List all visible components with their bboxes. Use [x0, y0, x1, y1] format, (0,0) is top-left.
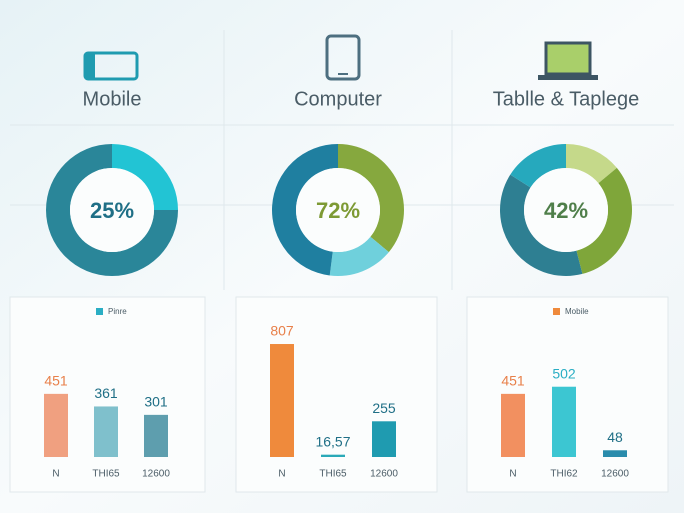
- value-label: 301: [144, 394, 168, 410]
- x-tick-label: N: [278, 469, 285, 480]
- donut-hole: [524, 168, 608, 252]
- icon-computer: [325, 34, 361, 81]
- center-label: 42%: [544, 198, 588, 223]
- bar: [144, 414, 168, 457]
- icon-mobile: [83, 51, 139, 81]
- x-tick-label: N: [52, 469, 59, 480]
- value-label: 502: [552, 365, 576, 381]
- donut-segment: [338, 144, 404, 253]
- value-label: 255: [372, 400, 396, 416]
- value-label: 451: [44, 373, 68, 389]
- value-label: 16,57: [315, 433, 350, 449]
- center-label: 25%: [90, 198, 134, 223]
- x-tick-label: THI65: [92, 469, 120, 480]
- donut-segment: [112, 144, 178, 210]
- donut-segment: [566, 144, 617, 184]
- x-tick-label: 12600: [601, 469, 629, 480]
- donut-hole: [296, 168, 380, 252]
- bar: [321, 454, 345, 457]
- donut-segment: [329, 236, 389, 277]
- panel: [9, 296, 206, 493]
- x-tick-label: 12600: [370, 469, 398, 480]
- donut-segment: [271, 144, 338, 276]
- bar: [94, 406, 118, 457]
- donut-segment: [46, 144, 178, 276]
- value-label: 451: [501, 373, 525, 389]
- x-tick-label: 12600: [142, 469, 170, 480]
- donut-hole: [70, 168, 154, 252]
- donut-segment: [510, 144, 566, 188]
- x-tick-label: THI62: [550, 469, 578, 480]
- legend-label: Mobile: [565, 307, 589, 316]
- center-label: 72%: [316, 198, 360, 223]
- value-label: 361: [94, 385, 118, 401]
- column-label: Mobile: [83, 88, 142, 110]
- x-tick-label: THI65: [319, 469, 347, 480]
- donut-segment: [576, 167, 632, 274]
- icon-tablet: [538, 41, 598, 80]
- bar: [501, 393, 525, 457]
- donut-segment: [500, 174, 583, 277]
- legend-swatch: [96, 308, 103, 315]
- bar: [603, 450, 627, 457]
- legend-swatch: [553, 308, 560, 315]
- column-label: Tablle & Taplege: [493, 88, 639, 110]
- bar: [552, 386, 576, 457]
- x-tick-label: N: [509, 469, 516, 480]
- panel: [235, 296, 438, 493]
- legend-label: Pinre: [108, 307, 127, 316]
- bar: [44, 393, 68, 457]
- bar: [270, 344, 294, 457]
- bar: [372, 421, 396, 457]
- value-label: 48: [607, 429, 623, 445]
- value-label: 807: [270, 323, 294, 339]
- column-label: Computer: [294, 88, 382, 110]
